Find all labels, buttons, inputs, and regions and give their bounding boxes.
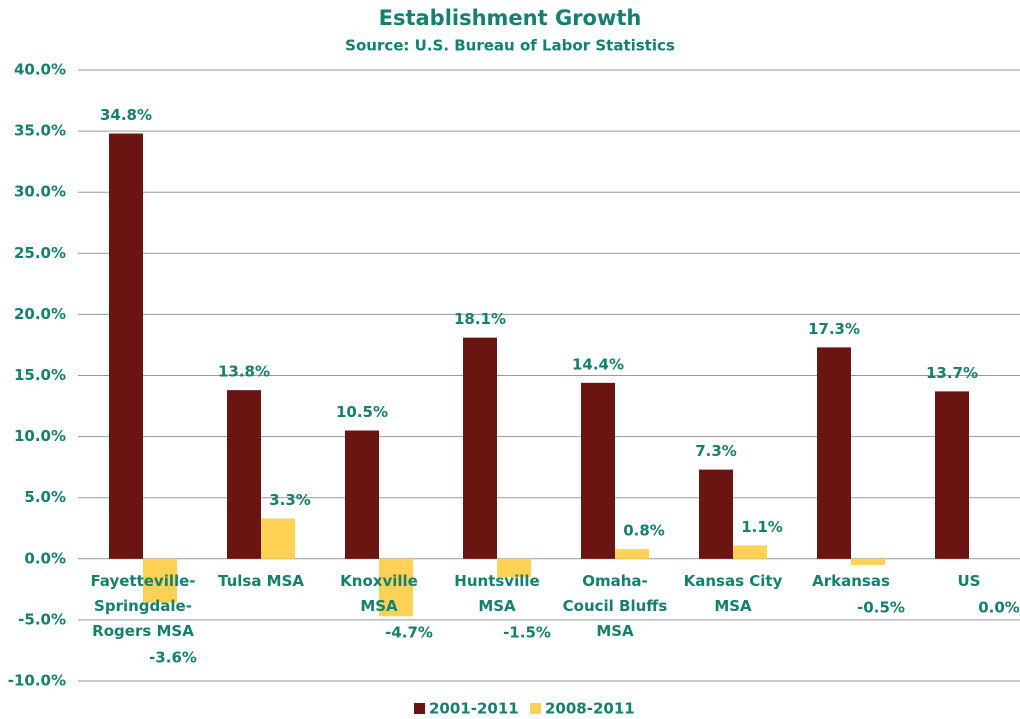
bar	[935, 391, 969, 559]
legend-label: 2001-2011	[429, 700, 519, 718]
bar	[379, 558, 413, 617]
bar	[109, 133, 143, 559]
data-label: 13.8%	[218, 363, 270, 381]
x-tick-label: Kansas City MSA	[683, 571, 783, 615]
bar	[463, 337, 497, 559]
x-tick-label: Fayetteville- Springdale- Rogers MSA	[90, 571, 196, 640]
data-label: 18.1%	[454, 310, 506, 328]
bar	[817, 347, 851, 559]
data-label: -3.6%	[149, 648, 197, 666]
y-tick-label: 40.0%	[14, 61, 66, 79]
data-label: 1.1%	[741, 518, 783, 536]
data-label: 3.3%	[269, 491, 311, 509]
bar	[143, 558, 177, 603]
bar	[581, 382, 615, 559]
y-tick-label: 10.0%	[14, 427, 66, 445]
chart-title: Establishment Growth	[379, 6, 642, 30]
data-label: -4.7%	[385, 623, 433, 641]
data-label: 34.8%	[100, 106, 152, 124]
data-label: -1.5%	[503, 623, 551, 641]
y-tick-label: 25.0%	[14, 244, 66, 262]
data-label: 13.7%	[926, 364, 978, 382]
y-tick-label: 0.0%	[24, 549, 66, 567]
bar	[497, 558, 531, 578]
data-label: -0.5%	[857, 598, 905, 616]
x-tick-label: Tulsa MSA	[217, 571, 304, 590]
data-label: 10.5%	[336, 403, 388, 421]
chart-subtitle: Source: U.S. Bureau of Labor Statistics	[345, 37, 675, 55]
data-label: 17.3%	[808, 320, 860, 338]
y-tick-label: 15.0%	[14, 366, 66, 384]
x-tick-label: Arkansas	[812, 571, 890, 590]
y-tick-label: -5.0%	[18, 610, 66, 628]
x-tick-label: Huntsville MSA	[454, 571, 540, 615]
bar	[615, 549, 649, 559]
y-tick-label: 5.0%	[24, 488, 66, 506]
bar	[699, 469, 733, 559]
bar	[227, 390, 261, 559]
legend-swatch	[414, 703, 425, 714]
legend-label: 2008-2011	[545, 700, 635, 718]
data-label: 7.3%	[695, 442, 737, 460]
y-tick-label: 30.0%	[14, 183, 66, 201]
bar	[261, 518, 295, 559]
data-label: 0.8%	[623, 522, 665, 540]
x-tick-label: Omaha- Coucil Bluffs MSA	[562, 571, 668, 640]
data-label: 0.0%	[978, 598, 1020, 616]
y-tick-label: 35.0%	[14, 122, 66, 140]
y-tick-label: -10.0%	[8, 672, 66, 690]
bar	[851, 558, 885, 565]
x-tick-label: Knoxville MSA	[340, 571, 418, 615]
legend-swatch	[530, 703, 541, 714]
y-tick-label: 20.0%	[14, 305, 66, 323]
data-label: 14.4%	[572, 355, 624, 373]
x-tick-label: US	[957, 571, 981, 590]
bar	[733, 545, 767, 559]
bar	[345, 430, 379, 559]
